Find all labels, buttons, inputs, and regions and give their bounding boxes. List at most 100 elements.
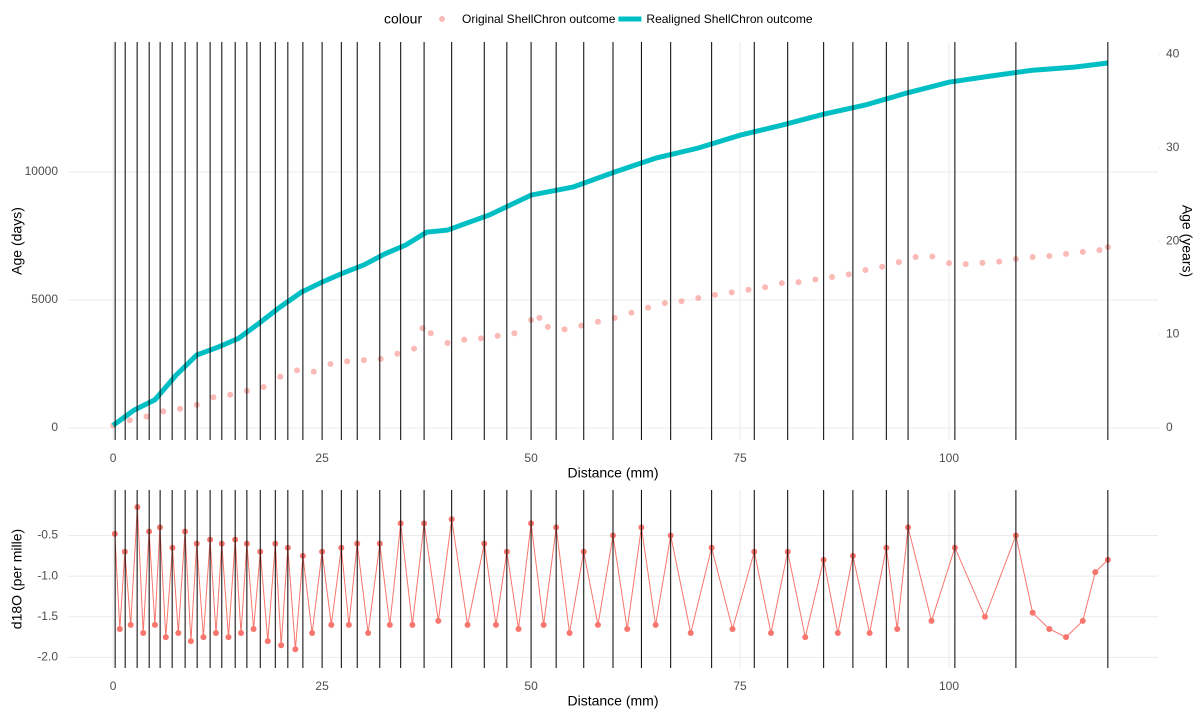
data-point	[1096, 247, 1103, 254]
x-tick-label: 0	[110, 679, 117, 693]
data-point	[444, 339, 451, 346]
y-axis-title: Age (days)	[9, 207, 25, 275]
data-point	[829, 273, 836, 280]
y-tick-label: -0.5	[37, 528, 58, 542]
data-point	[645, 304, 652, 311]
x-tick-label: 25	[315, 451, 329, 465]
data-point	[511, 330, 518, 337]
y-tick-label: -2.0	[37, 650, 58, 664]
x-tick-label: 50	[524, 679, 538, 693]
y-axis-title: d18O (per mille)	[9, 529, 25, 629]
data-point	[1029, 253, 1036, 260]
y2-tick-label: 0	[1166, 420, 1173, 434]
series-line	[114, 507, 1109, 650]
data-point	[162, 634, 169, 641]
data-point	[834, 630, 841, 637]
data-point	[294, 367, 301, 374]
data-point	[540, 621, 547, 628]
data-point	[812, 276, 819, 283]
data-point	[962, 261, 969, 268]
data-point	[225, 634, 232, 641]
data-point	[477, 335, 484, 342]
data-point	[427, 330, 434, 337]
data-point	[140, 630, 147, 637]
data-point	[578, 322, 585, 329]
data-point	[566, 630, 573, 637]
data-point	[678, 298, 685, 305]
data-point	[544, 323, 551, 330]
y2-tick-label: 10	[1166, 327, 1180, 341]
y-tick-label: -1.0	[37, 568, 58, 582]
data-point	[928, 617, 935, 624]
data-point	[464, 621, 471, 628]
data-point	[309, 630, 316, 637]
data-point	[327, 360, 334, 367]
legend-label: Original ShellChron outcome	[462, 12, 616, 26]
data-point	[292, 646, 299, 653]
data-point	[628, 309, 635, 316]
y-tick-label: -1.5	[37, 609, 58, 623]
data-point	[365, 630, 372, 637]
x-tick-label: 100	[939, 679, 959, 693]
data-point	[126, 417, 133, 424]
data-point	[1063, 250, 1070, 257]
data-point	[310, 368, 317, 375]
data-point	[1063, 634, 1070, 641]
y-tick-label: 0	[51, 420, 58, 434]
x-axis-title: Distance (mm)	[567, 465, 658, 481]
y-tick-label: 10000	[25, 164, 59, 178]
data-point	[745, 286, 752, 293]
data-point	[264, 638, 271, 645]
y2-tick-label: 40	[1166, 46, 1180, 60]
data-point	[360, 357, 367, 364]
data-point	[160, 408, 167, 415]
data-point	[895, 259, 902, 266]
data-point	[981, 613, 988, 620]
x-tick-label: 100	[939, 451, 959, 465]
data-point	[151, 621, 158, 628]
data-point	[200, 634, 207, 641]
data-point	[1029, 609, 1036, 616]
data-point	[594, 621, 601, 628]
data-point	[1092, 569, 1099, 576]
data-point	[435, 617, 442, 624]
data-point	[866, 630, 873, 637]
data-point	[411, 345, 418, 352]
y-tick-label: 5000	[31, 292, 58, 306]
data-point	[729, 625, 736, 632]
data-point	[394, 350, 401, 357]
legend-title: colour	[384, 11, 422, 27]
data-point	[1046, 252, 1053, 259]
data-point	[687, 630, 694, 637]
x-tick-label: 75	[733, 679, 747, 693]
data-point	[1079, 248, 1086, 255]
data-point	[802, 634, 809, 641]
data-point	[377, 355, 384, 362]
legend-symbol	[439, 16, 445, 22]
data-point	[344, 358, 351, 365]
x-axis-title: Distance (mm)	[567, 693, 658, 709]
data-point	[212, 630, 219, 637]
data-point	[996, 258, 1003, 265]
data-point	[250, 625, 257, 632]
data-point	[175, 630, 182, 637]
data-point	[661, 300, 668, 307]
y2-axis-title: Age (years)	[1179, 205, 1195, 277]
data-point	[762, 284, 769, 291]
data-point	[594, 318, 601, 325]
data-point	[116, 625, 123, 632]
data-point	[845, 271, 852, 278]
data-point	[979, 259, 986, 266]
x-tick-label: 75	[733, 451, 747, 465]
data-point	[277, 373, 284, 380]
data-point	[862, 267, 869, 274]
data-point	[929, 253, 936, 260]
data-point	[238, 630, 245, 637]
data-point	[536, 314, 543, 321]
data-point	[494, 332, 501, 339]
data-point	[946, 260, 953, 267]
data-point	[492, 621, 499, 628]
x-tick-label: 50	[524, 451, 538, 465]
data-point	[328, 621, 335, 628]
